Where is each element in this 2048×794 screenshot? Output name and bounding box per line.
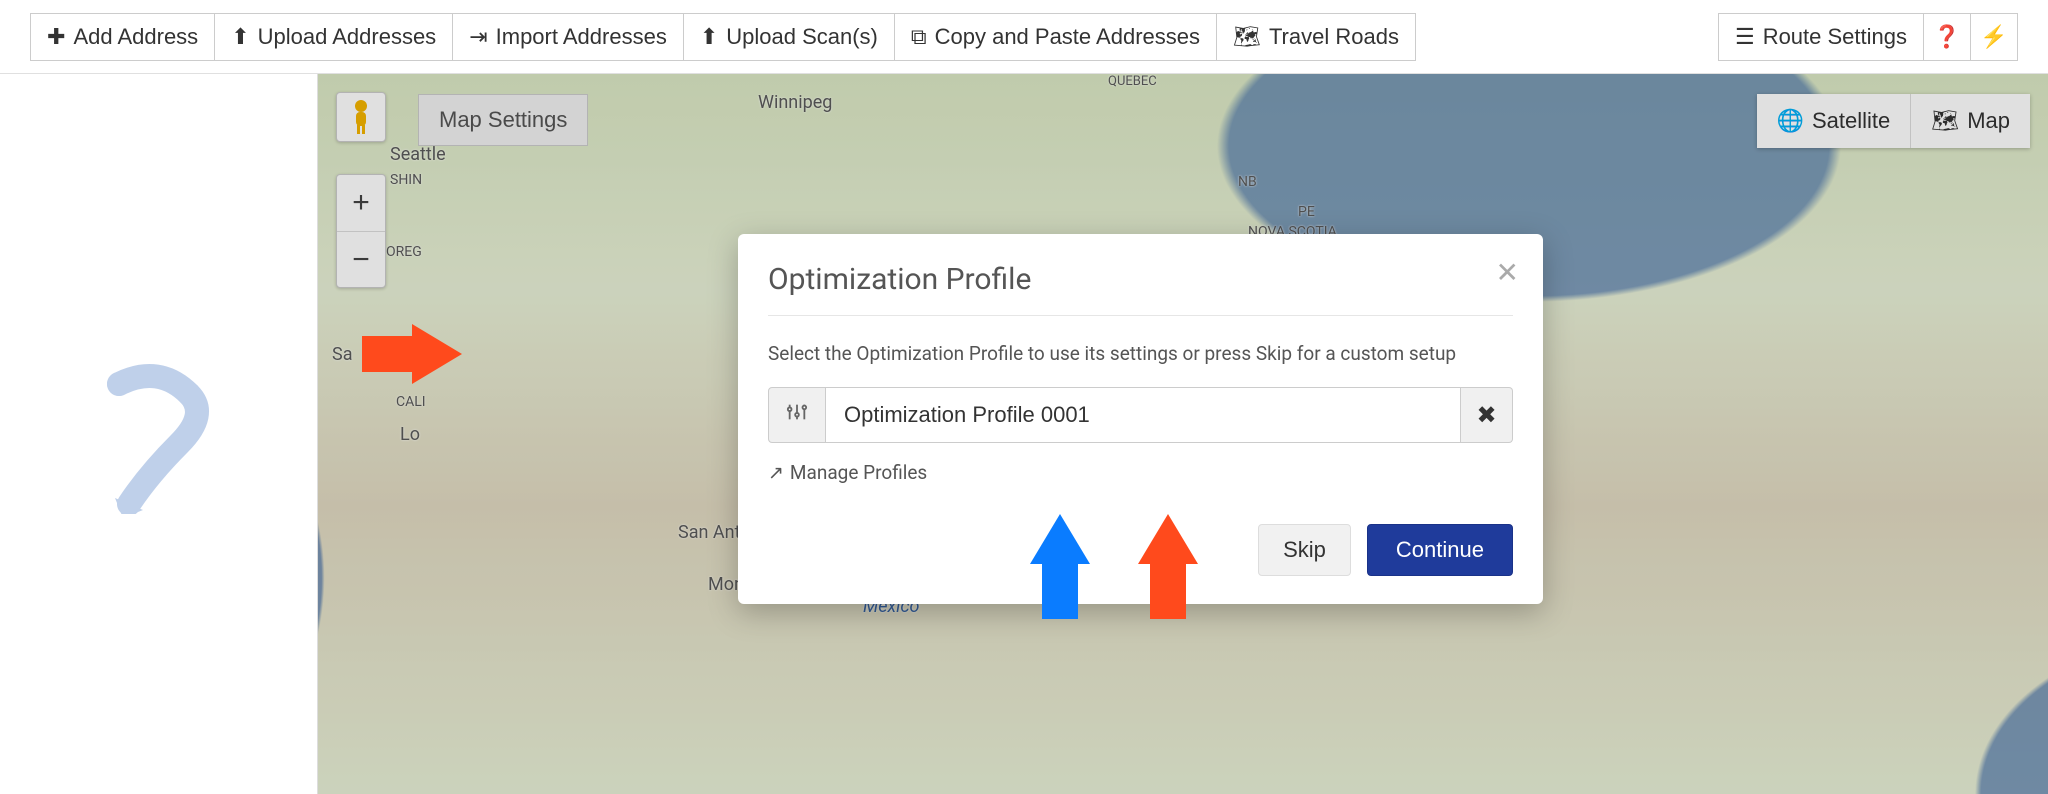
annotation-arrow-up-blue: [1030, 514, 1090, 564]
manage-profiles-link[interactable]: ↗ Manage Profiles: [768, 461, 927, 484]
manage-profiles-label: Manage Profiles: [790, 461, 927, 484]
left-panel: [0, 74, 318, 794]
close-icon: ✕: [1496, 257, 1519, 288]
modal-title: Optimization Profile: [768, 262, 1513, 316]
upload-icon: ⬆: [700, 24, 718, 50]
zoom-in-button[interactable]: +: [337, 175, 385, 231]
map-label: PE: [1298, 204, 1315, 220]
globe-icon: 🌐: [1777, 108, 1804, 134]
add-address-label: Add Address: [73, 24, 198, 50]
continue-button[interactable]: Continue: [1367, 524, 1513, 576]
map-label: Map: [1967, 108, 2010, 134]
minus-icon: −: [352, 243, 370, 276]
satellite-label: Satellite: [1812, 108, 1890, 134]
skip-button[interactable]: Skip: [1258, 524, 1351, 576]
import-addresses-label: Import Addresses: [496, 24, 667, 50]
map-label: Sa: [332, 344, 352, 365]
bolt-icon: ⚡: [1980, 24, 2007, 50]
plus-icon: +: [352, 186, 370, 219]
map-label: Seattle: [390, 144, 446, 165]
profile-prefix-icon-box: [768, 387, 826, 443]
map-label: OREG: [386, 244, 422, 260]
profile-input[interactable]: [826, 387, 1461, 443]
map-label: SHIN: [390, 172, 422, 188]
satellite-button[interactable]: 🌐 Satellite: [1757, 94, 1911, 148]
bolt-button[interactable]: ⚡: [1970, 13, 2018, 61]
map-button[interactable]: 🗺 Map: [1910, 94, 2030, 148]
upload-scans-button[interactable]: ⬆ Upload Scan(s): [683, 13, 895, 61]
skip-label: Skip: [1283, 537, 1326, 562]
map-label: Lo: [400, 424, 420, 445]
pegman-control[interactable]: [336, 92, 386, 142]
continue-label: Continue: [1396, 537, 1484, 562]
map-settings-button[interactable]: Map Settings: [418, 94, 588, 146]
upload-addresses-button[interactable]: ⬆ Upload Addresses: [214, 13, 453, 61]
route-settings-label: Route Settings: [1763, 24, 1907, 50]
travel-roads-button[interactable]: 🗺 Travel Roads: [1216, 13, 1416, 61]
map-icon: 🗺: [1931, 108, 1959, 134]
sliders-icon: [786, 401, 808, 429]
modal-close-button[interactable]: ✕: [1496, 256, 1519, 289]
map-type-toggle: 🌐 Satellite 🗺 Map: [1757, 94, 2030, 148]
route-logo-icon: [89, 354, 229, 514]
map-label: Winnipeg: [758, 92, 832, 113]
copy-paste-button[interactable]: ⧉ Copy and Paste Addresses: [894, 13, 1217, 61]
copy-icon: ⧉: [911, 24, 927, 50]
map-label: NB: [1238, 174, 1257, 190]
zoom-out-button[interactable]: −: [337, 231, 385, 287]
external-link-icon: ↗: [768, 461, 784, 484]
pegman-icon: [348, 99, 374, 135]
upload-icon: ⬆: [231, 24, 249, 50]
annotation-arrow-right: [412, 324, 462, 384]
profile-selector: ✖: [768, 387, 1513, 443]
travel-roads-label: Travel Roads: [1269, 24, 1399, 50]
add-address-button[interactable]: ✚ Add Address: [30, 13, 215, 61]
map-icon: 🗺: [1233, 24, 1261, 50]
zoom-control: + −: [336, 174, 386, 288]
main-area: Winnipeg Seattle SHIN OREG CALI Lo Sa QU…: [0, 74, 2048, 794]
route-settings-button[interactable]: ☰ Route Settings: [1718, 13, 1924, 61]
help-icon: ❓: [1933, 24, 1960, 50]
plus-icon: ✚: [47, 24, 65, 50]
import-addresses-button[interactable]: ⇥ Import Addresses: [452, 13, 684, 61]
top-toolbar: ✚ Add Address ⬆ Upload Addresses ⇥ Impor…: [0, 0, 2048, 74]
close-icon: ✖: [1476, 401, 1496, 429]
help-button[interactable]: ❓: [1923, 13, 1971, 61]
map-label: CALI: [396, 394, 426, 410]
sliders-icon: ☰: [1735, 24, 1755, 50]
clear-profile-button[interactable]: ✖: [1461, 387, 1513, 443]
modal-description: Select the Optimization Profile to use i…: [768, 342, 1513, 365]
map-settings-label: Map Settings: [439, 107, 567, 132]
map-canvas[interactable]: Winnipeg Seattle SHIN OREG CALI Lo Sa QU…: [318, 74, 2048, 794]
upload-addresses-label: Upload Addresses: [258, 24, 437, 50]
map-label: QUEBEC: [1108, 74, 1157, 89]
upload-scans-label: Upload Scan(s): [726, 24, 878, 50]
copy-paste-label: Copy and Paste Addresses: [935, 24, 1200, 50]
annotation-arrow-up-red: [1138, 514, 1198, 564]
import-icon: ⇥: [469, 24, 487, 50]
